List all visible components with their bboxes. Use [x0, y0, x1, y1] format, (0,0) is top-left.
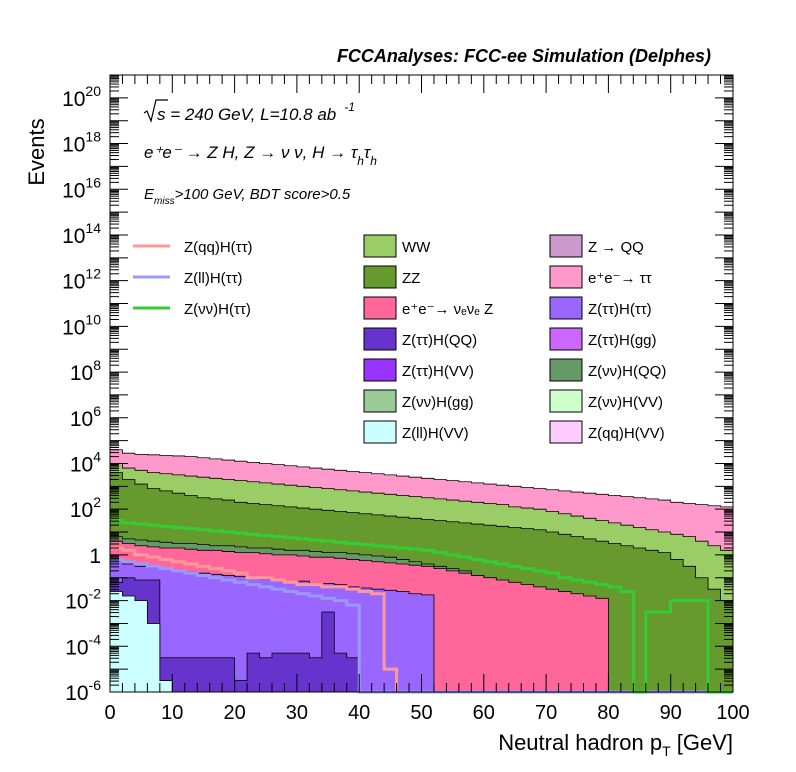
- y-tick-label: 1010: [62, 311, 101, 339]
- x-tick-label: 20: [223, 702, 245, 724]
- y-tick-label: 106: [70, 403, 101, 431]
- legend-box-swatch: [363, 358, 397, 382]
- x-tick-label: 10: [161, 702, 183, 724]
- legend-box-swatch: [363, 389, 397, 413]
- y-tick-label: 1020: [62, 83, 101, 111]
- x-axis-label: Neutral hadron pT [GeV]: [498, 730, 733, 759]
- legend: Z(qq)H(ττ) Z(ll)H(ττ) Z(νν)H(ττ) WW ZZ e⁺e⁻→ …: [133, 234, 666, 444]
- x-tick-label: 70: [535, 702, 557, 724]
- chart-header: FCCAnalyses: FCC-ee Simulation (Delphes): [337, 46, 711, 66]
- signal-line-2: [110, 519, 733, 694]
- y-tick-label: 1014: [62, 220, 101, 248]
- legend-label: e⁺e⁻→ ττ: [588, 270, 652, 287]
- legend-label: Z(ττ)H(VV): [402, 363, 474, 380]
- sqrt-symbol: [143, 99, 168, 123]
- legend-box-swatch: [363, 265, 397, 289]
- x-tick-label: 90: [660, 702, 682, 724]
- legend-box-swatch: [549, 234, 583, 258]
- y-tick-label: 104: [70, 448, 101, 476]
- legend-box-swatch: [549, 420, 583, 444]
- legend-box-swatch: [549, 358, 583, 382]
- process-text: e⁺e⁻ → Z H, Z → ν ν, H → τhτh: [144, 143, 377, 168]
- x-tick-label: 30: [286, 702, 308, 724]
- legend-label: Z(ττ)H(gg): [588, 332, 657, 349]
- legend-box-swatch: [549, 327, 583, 351]
- y-tick-label: 10-6: [65, 677, 101, 705]
- y-tick-label: 108: [70, 357, 101, 385]
- legend-box-swatch: [549, 389, 583, 413]
- x-tick-label: 100: [716, 702, 749, 724]
- legend-box-swatch: [363, 296, 397, 320]
- y-axis-label: Events: [24, 118, 49, 185]
- y-axis: 10-6 10-4 10-2 1 102 104 106 108 1010 1012 1014 101…: [62, 74, 733, 705]
- legend-box-swatch: [549, 265, 583, 289]
- y-tick-label: 1012: [62, 266, 101, 294]
- legend-label: WW: [402, 239, 431, 256]
- x-tick-label: 60: [473, 702, 495, 724]
- legend-box-swatch: [363, 234, 397, 258]
- energy-lumi-text: s = 240 GeV, L=10.8 ab -1: [157, 100, 355, 124]
- legend-label: Z(qq)H(ττ): [184, 239, 253, 256]
- x-tick-label: 50: [410, 702, 432, 724]
- legend-label: Z(ττ)H(QQ): [402, 332, 477, 349]
- legend-box-swatch: [363, 327, 397, 351]
- y-tick-label: 10-4: [65, 631, 101, 659]
- y-tick-label: 1: [89, 545, 101, 568]
- legend-label: Z(qq)H(VV): [588, 425, 665, 442]
- legend-label: Z(νν)H(QQ): [588, 363, 666, 380]
- y-tick-label: 1018: [62, 129, 101, 157]
- y-tick-label: 10-2: [65, 586, 101, 614]
- legend-label: e⁺e⁻→ νₑνₑ Z: [402, 301, 493, 318]
- legend-label: Z(ττ)H(ττ): [588, 301, 652, 318]
- energy-annotation: s = 240 GeV, L=10.8 ab -1: [143, 99, 355, 124]
- legend-box-swatch: [363, 420, 397, 444]
- legend-label: Z(νν)H(gg): [402, 394, 474, 411]
- legend-box-swatch: [549, 296, 583, 320]
- legend-label: ZZ: [402, 270, 420, 287]
- x-axis: 0 10 20 30 40 50 60 70 80 90 100: [104, 75, 750, 724]
- legend-label: Z(νν)H(VV): [588, 394, 663, 411]
- x-tick-label: 0: [104, 702, 115, 724]
- y-tick-label: 1016: [62, 174, 101, 202]
- cut-text: Emiss>100 GeV, BDT score>0.5: [144, 186, 351, 207]
- x-tick-label: 40: [348, 702, 370, 724]
- x-tick-label: 80: [597, 702, 619, 724]
- legend-label: Z(νν)H(ττ): [184, 301, 251, 318]
- y-tick-label: 102: [70, 494, 101, 522]
- legend-label: Z(ll)H(ττ): [184, 270, 243, 287]
- legend-label: Z(ll)H(VV): [402, 425, 469, 442]
- legend-label: Z → QQ: [588, 239, 644, 256]
